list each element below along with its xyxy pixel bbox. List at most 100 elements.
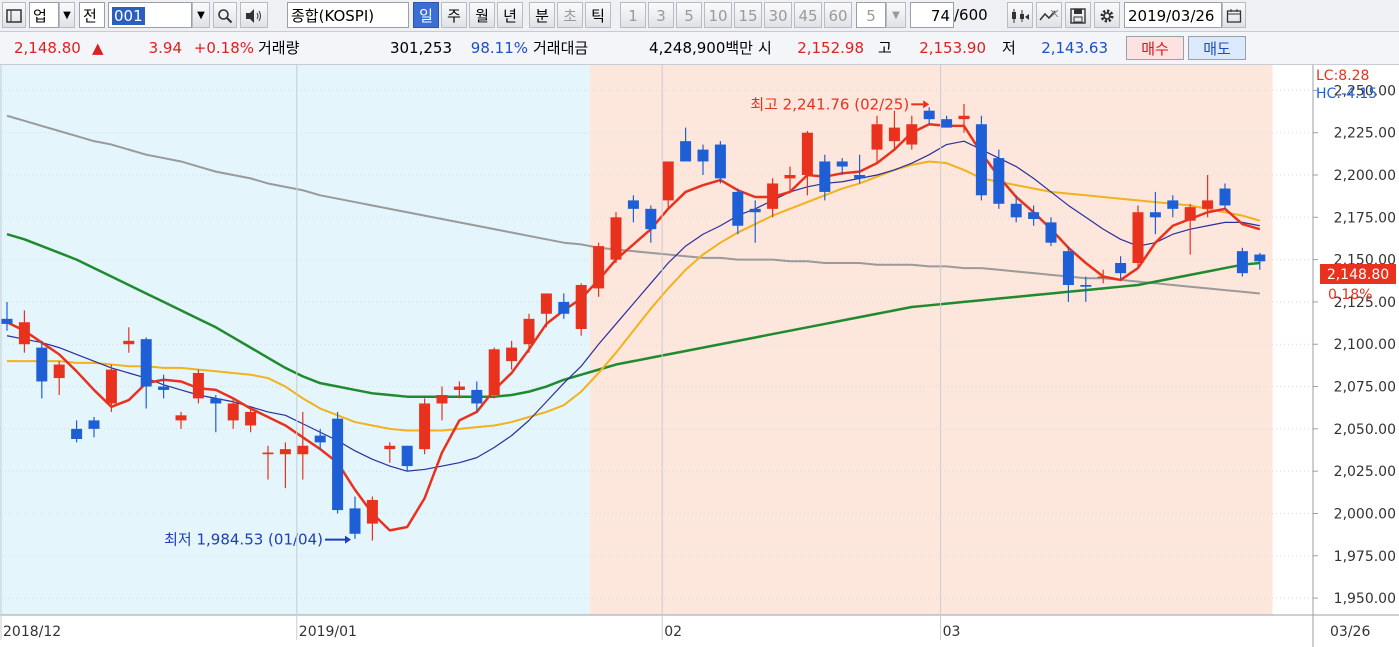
code-dropdown-icon[interactable]: ▼	[192, 2, 210, 28]
candle	[192, 369, 204, 404]
sell-button[interactable]: 매도	[1188, 36, 1246, 60]
buy-button[interactable]: 매수	[1126, 36, 1184, 60]
market-dropdown-icon[interactable]: ▼	[59, 2, 75, 28]
candle-body	[714, 144, 726, 179]
candle-body	[1254, 254, 1266, 262]
candle	[18, 310, 30, 353]
candle-body	[71, 428, 83, 439]
candle-body	[332, 418, 344, 511]
candle-body	[906, 124, 918, 145]
high-arrowhead-icon	[923, 100, 930, 109]
interval-1[interactable]: 1	[620, 2, 646, 28]
candle-body	[732, 191, 744, 226]
y-tick-label: 2,175.00	[1334, 210, 1396, 226]
period-month-label: 월	[475, 7, 489, 25]
save-icon[interactable]	[1065, 2, 1091, 28]
gear-icon[interactable]	[1094, 2, 1120, 28]
candle	[349, 496, 361, 539]
calendar-icon[interactable]	[1222, 2, 1246, 28]
candle-body	[453, 386, 465, 390]
candle-body	[1115, 263, 1127, 274]
candle	[784, 166, 796, 192]
volume-label: 거래량	[258, 39, 300, 57]
candle-body	[627, 200, 639, 209]
candle	[453, 381, 465, 399]
chart-tool-icon[interactable]	[1007, 2, 1033, 28]
candle-body	[297, 445, 309, 455]
high-annotation-label: 최고 2,241.76 (02/25)	[750, 95, 909, 113]
stock-name-field: 종합(KOSPI)	[287, 2, 409, 28]
buy-label: 매수	[1141, 40, 1169, 58]
candle	[801, 131, 813, 196]
candle-body	[1097, 276, 1109, 279]
price-change: 3.94	[148, 39, 182, 57]
interval-10[interactable]: 10	[704, 2, 732, 28]
period-minute[interactable]: 분	[529, 2, 555, 28]
interval-45[interactable]: 45	[794, 2, 822, 28]
date-input[interactable]: 2019/03/26	[1124, 2, 1222, 28]
candle-body	[1184, 207, 1196, 221]
candle	[871, 115, 883, 162]
candle	[958, 103, 970, 133]
candle	[175, 411, 187, 429]
last-price-badge	[1320, 264, 1396, 284]
candle-body	[871, 124, 883, 150]
period-tick[interactable]: 틱	[585, 2, 611, 28]
indicator-icon[interactable]	[1036, 2, 1062, 28]
window-icon[interactable]	[2, 2, 26, 28]
candle	[506, 340, 518, 370]
candle-body	[575, 285, 587, 329]
interval-3[interactable]: 3	[648, 2, 674, 28]
period-second-label: 초	[563, 7, 577, 25]
candle-body	[175, 415, 187, 421]
candle	[1184, 203, 1196, 255]
period-day[interactable]: 일	[413, 2, 439, 28]
period-month[interactable]: 월	[469, 2, 495, 28]
candle-body	[645, 208, 657, 230]
price-change-pct: +0.18%	[193, 39, 254, 57]
ma120-line	[6, 114, 1260, 295]
search-icon[interactable]	[213, 2, 237, 28]
chart-bg-right	[589, 65, 1273, 615]
candle	[1149, 191, 1161, 235]
interval-input[interactable]: 5	[856, 2, 886, 28]
candle-body	[123, 340, 135, 345]
interval-15[interactable]: 15	[734, 2, 762, 28]
candle	[523, 313, 535, 353]
interval-5[interactable]: 5	[676, 2, 702, 28]
candle	[488, 347, 500, 399]
period-day-label: 일	[419, 7, 433, 25]
candle	[923, 107, 935, 125]
candle	[836, 158, 848, 175]
period-year[interactable]: 년	[497, 2, 523, 28]
x-tick-label: 03	[943, 624, 961, 640]
candle-body	[1080, 285, 1092, 287]
interval-30[interactable]: 30	[764, 2, 792, 28]
candle-body	[836, 161, 848, 167]
candle-body	[1010, 203, 1022, 218]
market-select[interactable]: 업	[29, 2, 59, 28]
y-tick-label: 1,950.00	[1334, 591, 1396, 607]
interval-dropdown-icon[interactable]: ▼	[886, 2, 906, 28]
y-tick-label: 1,975.00	[1334, 549, 1396, 565]
candle	[975, 115, 987, 201]
candle	[210, 395, 222, 433]
interval-60[interactable]: 60	[824, 2, 852, 28]
count-input[interactable]: 74	[910, 2, 954, 28]
candle	[993, 149, 1005, 209]
speaker-icon[interactable]	[240, 2, 268, 28]
candle	[610, 212, 622, 263]
candle-body	[749, 208, 761, 213]
code-input[interactable]: 001	[108, 2, 192, 28]
candle-body	[801, 132, 813, 175]
range-select[interactable]: 전	[79, 2, 105, 28]
candle-body	[819, 161, 831, 192]
candlestick-chart[interactable]: 최고 2,241.76 (02/25) 최저 1,984.53 (01/04) 1…	[0, 65, 1399, 647]
period-week[interactable]: 주	[441, 2, 467, 28]
amount-value: 4,248,900백만	[649, 39, 753, 57]
candle-body	[227, 403, 239, 421]
period-second[interactable]: 초	[557, 2, 583, 28]
candle-body	[975, 124, 987, 196]
candle	[645, 205, 657, 243]
interval-5-label: 5	[684, 7, 694, 25]
